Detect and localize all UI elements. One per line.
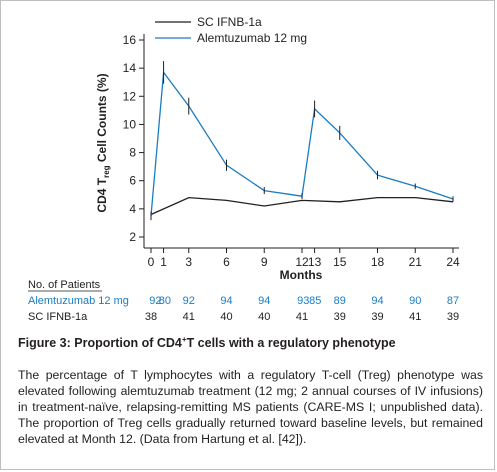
y-tick-label: 4 <box>129 202 136 216</box>
patients-count: 41 <box>183 311 195 323</box>
patients-count: 87 <box>447 295 459 307</box>
x-axis-label: Months <box>280 268 323 282</box>
y-tick-label: 16 <box>123 33 137 47</box>
patients-count: 89 <box>334 295 346 307</box>
patients-count: 92 <box>149 295 161 307</box>
patients-count: 94 <box>220 295 232 307</box>
patients-count: 93 <box>297 295 309 307</box>
patients-count: 85 <box>309 295 321 307</box>
y-tick-label: 2 <box>129 230 136 244</box>
figure-caption-body: The percentage of T lymphocytes with a r… <box>18 368 483 446</box>
x-tick-label: 0 <box>148 255 155 269</box>
chart-legend: SC IFNB-1a Alemtuzumab 12 mg <box>155 15 307 45</box>
y-label-part: Cell Counts (%) <box>95 73 109 165</box>
y-tick-label: 8 <box>129 146 136 160</box>
x-tick-label: 21 <box>409 255 423 269</box>
patients-count: 39 <box>447 311 459 323</box>
patients-count: 92 <box>183 295 195 307</box>
x-tick-label: 15 <box>333 255 347 269</box>
patients-count: 94 <box>371 295 383 307</box>
patients-count: 41 <box>296 311 308 323</box>
patients-row-label: SC IFNB-1a <box>28 311 88 323</box>
y-label-subscript: reg <box>102 165 111 178</box>
figure-caption-title: Figure 3: Proportion of CD4+T cells with… <box>18 335 396 350</box>
legend-label-1: Alemtuzumab 12 mg <box>197 31 307 45</box>
x-tick-label: 6 <box>223 255 230 269</box>
caption-title-sup: + <box>181 335 187 344</box>
patients-count: 40 <box>258 311 270 323</box>
y-tick-label: 6 <box>129 174 136 188</box>
series-line-0 <box>150 196 454 216</box>
y-label-part: CD4 T <box>95 177 109 212</box>
patients-header: No. of Patients <box>28 279 101 291</box>
legend-label-0: SC IFNB-1a <box>197 15 262 29</box>
patients-count: 94 <box>258 295 270 307</box>
x-tick-label: 3 <box>185 255 192 269</box>
x-tick-label: 1 <box>160 255 167 269</box>
patients-count: 40 <box>220 311 232 323</box>
patients-count: 39 <box>334 311 346 323</box>
x-tick-label: 9 <box>261 255 268 269</box>
patients-row-label: Alemtuzumab 12 mg <box>28 295 129 307</box>
y-tick-label: 12 <box>123 89 137 103</box>
x-tick-label: 13 <box>308 255 322 269</box>
caption-title-before: Figure 3: Proportion of CD4 <box>18 336 182 351</box>
patients-count: 80 <box>159 295 171 307</box>
patients-count: 90 <box>409 295 421 307</box>
x-tick-label: 12 <box>295 255 309 269</box>
patients-count: 38 <box>145 311 157 323</box>
patients-count: 39 <box>371 311 383 323</box>
y-axis-label: CD4 Treg Cell Counts (%) <box>95 73 111 212</box>
y-tick-label: 10 <box>123 117 137 131</box>
chart-series <box>150 61 454 221</box>
x-tick-label: 18 <box>371 255 385 269</box>
caption-title-after: T cells with a regulatory phenotype <box>186 336 396 351</box>
x-tick-label: 24 <box>446 255 460 269</box>
y-tick-label: 14 <box>123 61 137 75</box>
patients-count: 41 <box>409 311 421 323</box>
